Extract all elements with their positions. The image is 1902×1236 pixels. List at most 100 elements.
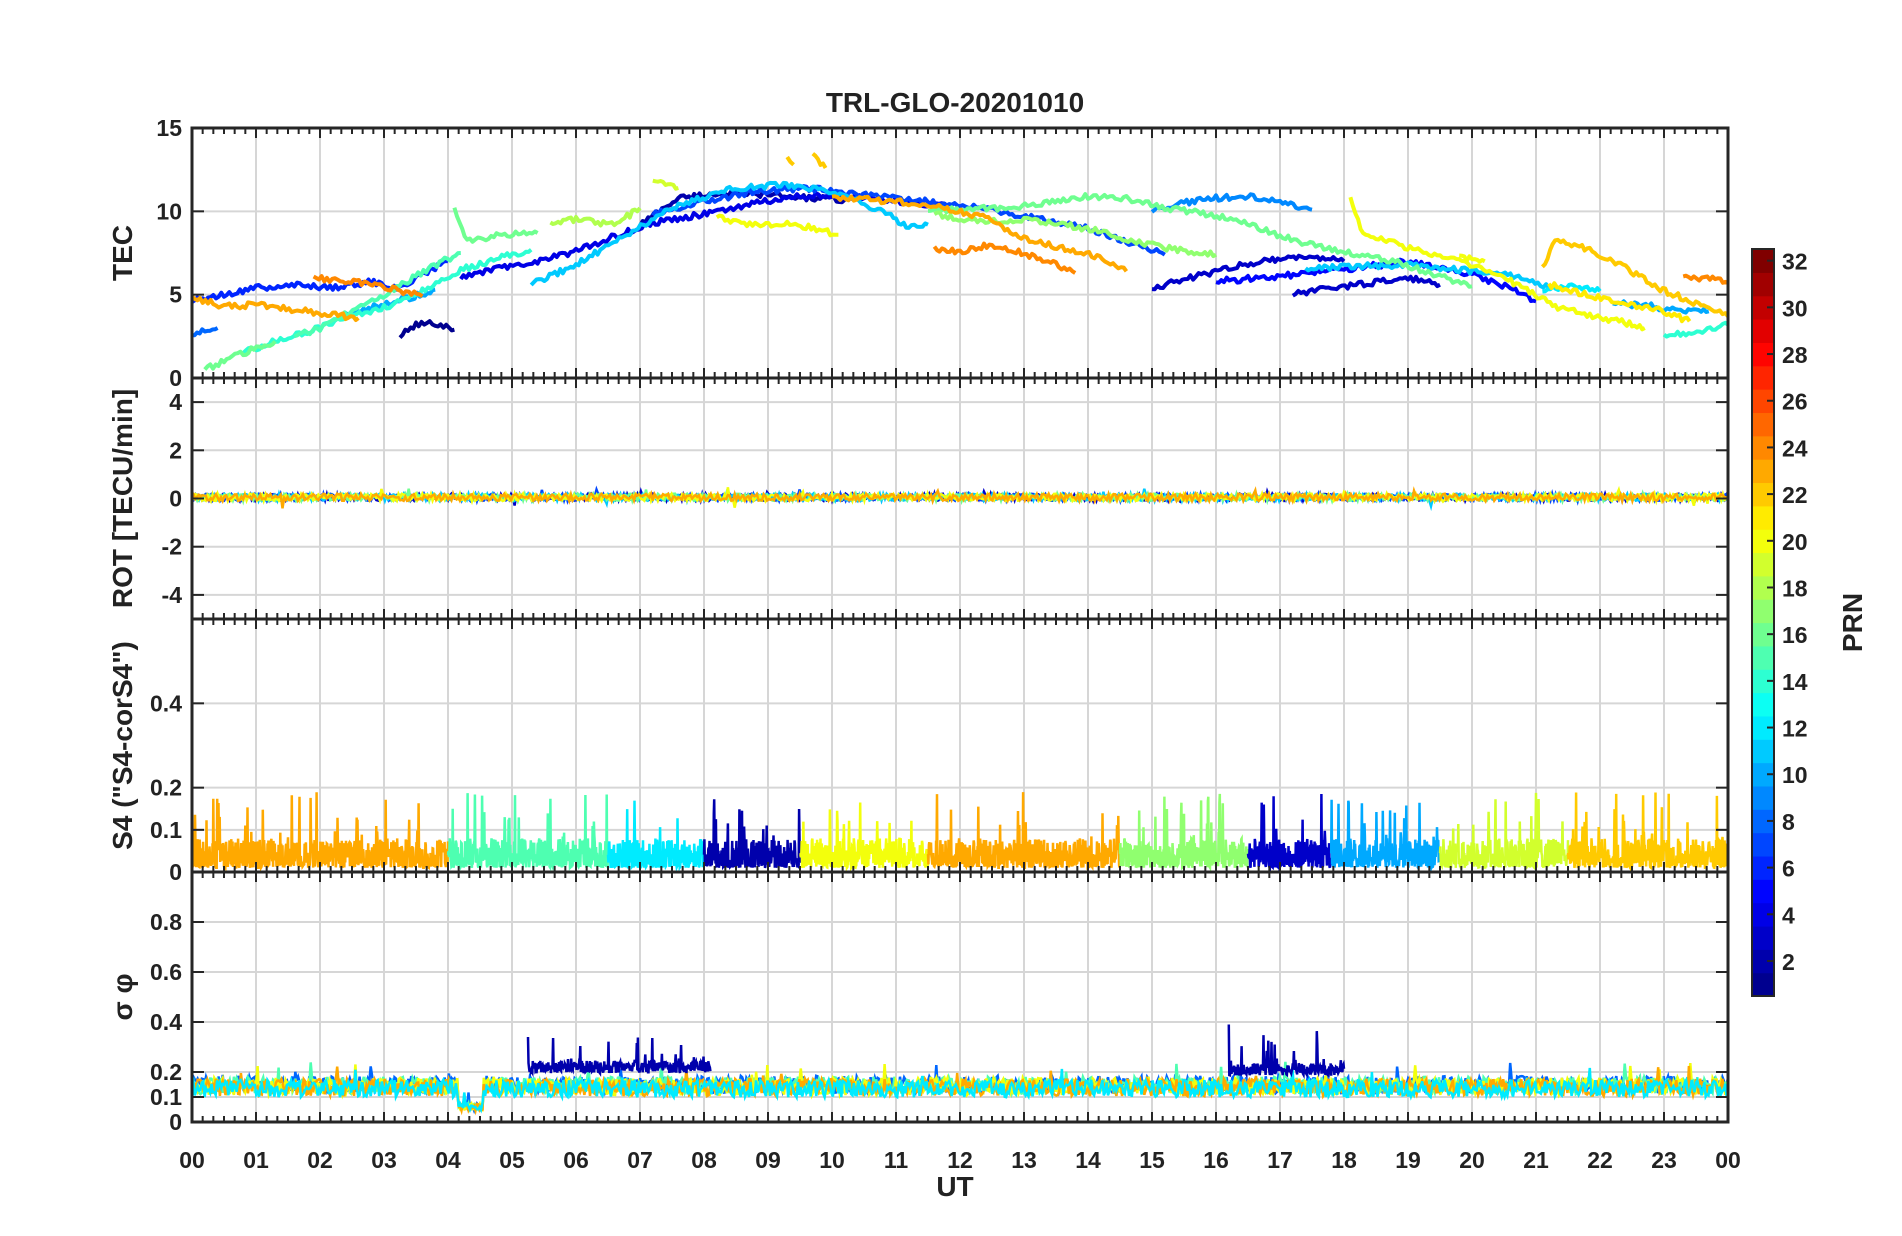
x-axis: 00 01 02 03 04 05 06 07 08 09 10 11 12 13 14 15 16 17 18 19…	[179, 1147, 1741, 1173]
panel-s4: 0 0.1 0.2 0.4 S4 ("S4-corS4")	[107, 617, 1730, 885]
tec-series-prn-14	[1662, 320, 1730, 339]
rot-series-prn-23	[190, 486, 1729, 509]
colorbar-swatch	[1752, 552, 1774, 577]
x-tick-label: 15	[1139, 1147, 1165, 1173]
colorbar-tick-label: 20	[1782, 529, 1808, 555]
colorbar-tick-label: 32	[1782, 249, 1808, 275]
colorbar-swatch	[1752, 925, 1774, 950]
x-tick-label: 13	[1011, 1147, 1037, 1173]
colorbar-label: PRN	[1837, 593, 1868, 652]
colorbar-swatch	[1752, 739, 1774, 764]
colorbar-swatch	[1752, 832, 1774, 857]
tec-series-prn-20	[1348, 196, 1646, 332]
s4-series-prn-15	[446, 793, 610, 872]
colorbar-swatch	[1752, 412, 1774, 437]
tec-series-prn-18	[549, 206, 642, 228]
colorbar-tick-label: 30	[1782, 295, 1808, 321]
sigma-burst-prn-2	[526, 1036, 712, 1078]
colorbar-tick-label: 26	[1782, 389, 1808, 415]
colorbar-swatch	[1752, 879, 1774, 904]
tec-series-prn-19	[652, 178, 679, 191]
panel-sigma-grid	[192, 872, 1728, 1123]
x-tick-label: 19	[1395, 1147, 1421, 1173]
x-tick-label: 06	[563, 1147, 589, 1173]
colorbar-swatch	[1752, 809, 1774, 834]
colorbar-tick-label: 18	[1782, 575, 1808, 601]
colorbar-tick-label: 16	[1782, 622, 1808, 648]
colorbar-swatch	[1752, 692, 1774, 717]
sigma-burst-prn-2	[1227, 1024, 1346, 1080]
colorbar-swatch	[1752, 435, 1774, 460]
panel-rot: -4 -2 0 2 4 ROT [TECU/min]	[107, 376, 1730, 621]
panel-sigma-ticks: 00.10.2 0.4 0.6 0.8	[150, 872, 1729, 1135]
tec-series-prn-24	[932, 241, 1077, 275]
colorbar-tick-label: 28	[1782, 342, 1808, 368]
chart-title: TRL-GLO-20201010	[826, 87, 1084, 118]
x-axis-label: UT	[936, 1171, 973, 1202]
s4-series-prn-10	[1329, 799, 1442, 873]
colorbar-swatch	[1752, 482, 1774, 507]
x-tick-label: 20	[1459, 1147, 1485, 1173]
tec-series-prn-17	[933, 210, 1217, 259]
colorbar-swatch	[1752, 785, 1774, 810]
colorbar-swatch	[1752, 365, 1774, 390]
y-tick-label: 4	[169, 389, 182, 415]
y-tick-label: 0	[169, 859, 182, 885]
tec-series-prn-22	[785, 155, 795, 167]
x-tick-label: 18	[1331, 1147, 1357, 1173]
panel-tec-ticks: 0 5 10 15	[156, 115, 1729, 391]
colorbar-tick-label: 10	[1782, 762, 1808, 788]
x-tick-label: 22	[1587, 1147, 1613, 1173]
panel-s4-ticks: 0 0.1 0.2 0.4	[150, 619, 1729, 885]
colorbar-swatch	[1752, 342, 1774, 367]
colorbar-swatch	[1752, 575, 1774, 600]
y-tick-label: -4	[162, 582, 183, 608]
tec-series-prn-14	[241, 248, 533, 355]
tec-series-prn-22	[1540, 237, 1730, 318]
tec-series-prn-11	[529, 180, 929, 287]
y-tick-label: 10	[156, 198, 182, 224]
x-tick-label: 08	[691, 1147, 717, 1173]
x-tick-label: 07	[627, 1147, 653, 1173]
colorbar-tick-label: 4	[1782, 902, 1795, 928]
colorbar-tick-label: 8	[1782, 809, 1795, 835]
colorbar-tick-label: 2	[1782, 949, 1795, 975]
tec-series-prn-21	[1547, 281, 1692, 324]
colorbar-tick-label: 14	[1782, 669, 1808, 695]
x-tick-label: 01	[243, 1147, 269, 1173]
colorbar-tick-label: 6	[1782, 856, 1795, 882]
tec-series-prn-24	[312, 274, 424, 298]
x-tick-label: 00	[1715, 1147, 1741, 1173]
y-axis-label-tec: TEC	[107, 225, 138, 281]
y-tick-label: 0	[169, 365, 182, 391]
tec-series-prn-8	[191, 326, 219, 338]
panel-tec: 0 5 10 15 TEC	[107, 115, 1730, 391]
tec-series-prn-20	[1459, 253, 1486, 264]
x-tick-label: 09	[755, 1147, 781, 1173]
x-tick-label: 11	[884, 1147, 909, 1173]
colorbar-swatch	[1752, 855, 1774, 880]
y-tick-label: 0.2	[150, 1059, 182, 1085]
y-tick-label: 0.1	[150, 817, 182, 843]
colorbar-swatch	[1752, 505, 1774, 530]
colorbar-tick-label: 12	[1782, 716, 1808, 742]
tec-series-prn-3	[1151, 253, 1346, 292]
s4-series-prn-2	[702, 799, 802, 871]
x-tick-label: 17	[1267, 1147, 1293, 1173]
colorbar-swatch	[1752, 599, 1774, 624]
y-tick-label: 0.8	[150, 909, 182, 935]
y-axis-label-rot: ROT [TECU/min]	[107, 389, 138, 608]
x-tick-label: 03	[371, 1147, 397, 1173]
colorbar-swatch	[1752, 319, 1774, 343]
colorbar-swatch	[1752, 622, 1774, 647]
colorbar-swatch	[1752, 645, 1774, 670]
y-tick-label: 0.4	[150, 690, 182, 716]
colorbar-swatch	[1752, 459, 1774, 484]
s4-series-prn-12	[606, 800, 706, 873]
colorbar-swatch	[1752, 669, 1774, 694]
tec-series-prn-16	[927, 192, 1473, 289]
panel-sigma: 00.10.2 0.4 0.6 0.8 σ φ	[107, 870, 1730, 1135]
colorbar-swatch	[1752, 389, 1774, 414]
